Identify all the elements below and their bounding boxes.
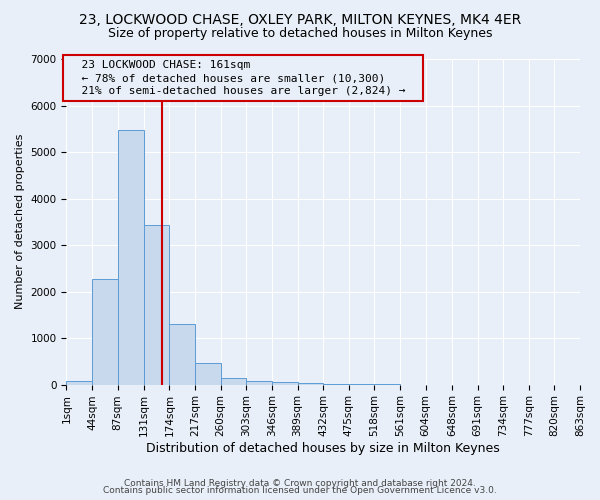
Bar [247, 381, 272, 384]
Bar [221, 378, 247, 384]
Bar [195, 363, 221, 384]
Bar [169, 324, 195, 384]
X-axis label: Distribution of detached houses by size in Milton Keynes: Distribution of detached houses by size … [146, 442, 500, 455]
Text: 23 LOCKWOOD CHASE: 161sqm
  ← 78% of detached houses are smaller (10,300)
  21% : 23 LOCKWOOD CHASE: 161sqm ← 78% of detac… [68, 60, 419, 96]
Bar [272, 382, 298, 384]
Text: Size of property relative to detached houses in Milton Keynes: Size of property relative to detached ho… [108, 28, 492, 40]
Y-axis label: Number of detached properties: Number of detached properties [15, 134, 25, 310]
Bar [67, 381, 92, 384]
Bar [144, 224, 169, 384]
Text: 23, LOCKWOOD CHASE, OXLEY PARK, MILTON KEYNES, MK4 4ER: 23, LOCKWOOD CHASE, OXLEY PARK, MILTON K… [79, 12, 521, 26]
Text: Contains public sector information licensed under the Open Government Licence v3: Contains public sector information licen… [103, 486, 497, 495]
Text: Contains HM Land Registry data © Crown copyright and database right 2024.: Contains HM Land Registry data © Crown c… [124, 478, 476, 488]
Bar [298, 383, 323, 384]
Bar [118, 130, 144, 384]
Bar [92, 278, 118, 384]
